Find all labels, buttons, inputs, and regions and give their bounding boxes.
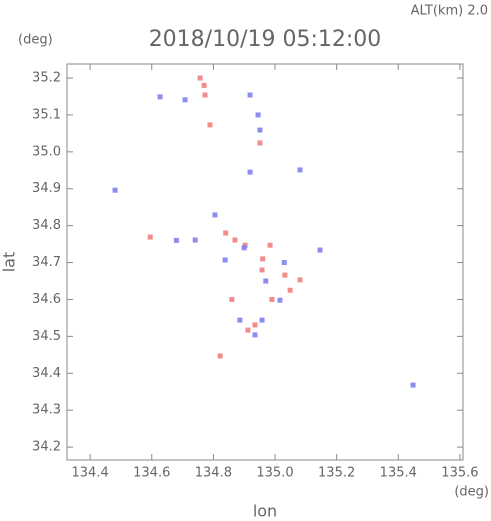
y-axis-label: lat	[0, 252, 19, 273]
x-tick-label: 134.4	[72, 466, 109, 481]
x-tick-label: 134.6	[133, 466, 170, 481]
echo-point	[259, 317, 265, 323]
echo-point	[201, 82, 207, 88]
echo-point	[260, 256, 266, 262]
echo-point	[252, 322, 258, 328]
y-unit: (deg)	[18, 33, 53, 48]
echo-point	[282, 272, 288, 278]
echo-point	[257, 140, 263, 146]
y-tick-label: 35.0	[32, 144, 61, 159]
chart-title: 2018/10/19 05:12:00	[149, 27, 382, 52]
echo-point	[232, 237, 238, 243]
echo-point	[245, 327, 251, 333]
echo-point	[241, 245, 247, 251]
echo-point	[297, 277, 303, 283]
echo-point	[267, 242, 273, 248]
echo-point	[229, 296, 235, 302]
echo-point	[192, 237, 198, 243]
x-unit: (deg)	[454, 485, 489, 500]
echo-point	[247, 92, 253, 98]
y-tick-label: 34.5	[32, 329, 61, 344]
echo-point	[147, 234, 153, 240]
echo-point	[157, 94, 163, 100]
x-tick-label: 135.6	[441, 466, 478, 481]
echo-point	[277, 297, 283, 303]
echo-point	[297, 167, 303, 173]
echo-point	[263, 278, 269, 284]
echo-point	[257, 127, 263, 133]
echo-point	[247, 169, 253, 175]
echo-point	[217, 353, 223, 359]
echo-point	[259, 267, 265, 273]
plot-frame	[66, 63, 464, 461]
echo-point	[223, 230, 229, 236]
y-tick-label: 35.1	[32, 107, 61, 122]
y-tick-label: 35.2	[32, 71, 61, 86]
x-tick-label: 135.4	[380, 466, 417, 481]
echo-point	[255, 112, 261, 118]
echo-point	[281, 260, 287, 266]
x-tick-label: 135.2	[318, 466, 355, 481]
y-tick-label: 34.3	[32, 403, 61, 418]
echo-point	[410, 382, 416, 388]
echo-point	[207, 122, 213, 128]
echo-point	[182, 97, 188, 103]
echo-point	[212, 212, 218, 218]
x-axis-label: lon	[253, 502, 277, 521]
y-tick-label: 34.2	[32, 440, 61, 455]
echo-point	[197, 75, 203, 81]
echo-point	[242, 242, 248, 248]
echo-point	[252, 332, 258, 338]
echo-point	[317, 247, 323, 253]
echo-point	[287, 287, 293, 293]
echo-point	[173, 237, 179, 243]
altitude-label: ALT(km) 2.0	[411, 4, 488, 19]
y-tick-label: 34.7	[32, 255, 61, 270]
echo-point	[269, 296, 275, 302]
x-tick-label: 135.0	[256, 466, 293, 481]
echo-point	[237, 317, 243, 323]
echo-point	[222, 257, 228, 263]
y-tick-label: 34.6	[32, 292, 61, 307]
x-tick-label: 134.8	[195, 466, 232, 481]
echo-point	[112, 187, 118, 193]
echo-point	[202, 92, 208, 98]
y-tick-label: 34.4	[32, 366, 61, 381]
y-tick-label: 34.8	[32, 218, 61, 233]
y-tick-label: 34.9	[32, 181, 61, 196]
